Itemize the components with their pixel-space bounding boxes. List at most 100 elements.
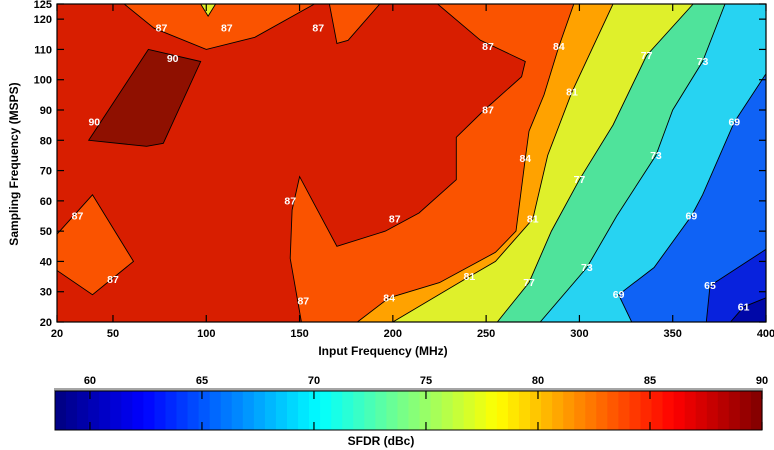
x-tick-label-350: 350 (664, 328, 682, 340)
colorbar-segment-44 (541, 391, 553, 430)
colorbar-segment-31 (397, 391, 410, 430)
y-tick-label-100: 100 (34, 75, 52, 87)
contour-line-87-8 (123, 4, 315, 50)
colorbar-tick-label-80: 80 (532, 375, 544, 387)
y-tick-label-50: 50 (40, 226, 52, 238)
y-tick-label-40: 40 (40, 256, 52, 268)
colorbar-segment-35 (441, 391, 454, 430)
contour-label-81: 81 (463, 271, 475, 283)
colorbar-segment-14 (209, 391, 222, 430)
colorbar-segment-47 (574, 391, 586, 430)
colorbar-segment-29 (375, 391, 388, 430)
contour-label-69: 69 (728, 117, 740, 129)
y-tick-label-120: 120 (34, 14, 52, 26)
contour-line-77-3 (496, 4, 694, 322)
colorbar-segment-30 (386, 391, 399, 430)
colorbar-segment-59 (706, 391, 719, 430)
colorbar-segment-16 (231, 391, 244, 430)
y-tick-label-80: 80 (40, 135, 52, 147)
contour-label-87: 87 (482, 105, 494, 117)
contour-label-87: 87 (312, 23, 324, 35)
contour-label-87: 87 (284, 195, 296, 207)
contour-line-84-9 (200, 4, 216, 17)
contour-line-87-12 (57, 194, 135, 296)
x-tick-label-100: 100 (197, 328, 215, 340)
colorbar-segment-5 (110, 391, 122, 430)
colorbar-frame (54, 390, 763, 431)
contour-label-73: 73 (697, 56, 709, 68)
contour-line-81-2 (392, 4, 614, 322)
contour-line-69-5 (618, 73, 766, 322)
colorbar-segment-7 (132, 391, 144, 430)
colorbar-segment-39 (485, 391, 498, 430)
colorbar-segment-13 (198, 391, 211, 430)
contour-label-90: 90 (167, 53, 179, 65)
contour-label-69: 69 (686, 211, 698, 223)
colorbar-segment-17 (242, 391, 255, 430)
colorbar-segment-40 (496, 391, 509, 430)
x-tick-label-150: 150 (290, 328, 308, 340)
y-tick-label-20: 20 (40, 317, 52, 329)
colorbar-segment-12 (187, 391, 200, 430)
colorbar-segment-56 (673, 391, 686, 430)
colorbar-tick-label-70: 70 (308, 375, 320, 387)
colorbar-segment-62 (739, 391, 752, 430)
colorbar-segment-51 (618, 391, 631, 430)
y-tick-label-90: 90 (40, 105, 52, 117)
colorbar-segment-3 (88, 391, 100, 430)
region-diamond-84-87 (57, 194, 134, 295)
contour-label-90: 90 (88, 117, 100, 129)
colorbar-segment-22 (298, 391, 310, 430)
contour-label-77: 77 (641, 50, 653, 62)
colorbar-segment-26 (342, 391, 354, 430)
contour-label-69: 69 (613, 289, 625, 301)
x-tick-label-250: 250 (477, 328, 495, 340)
x-tick-label-20: 20 (51, 328, 63, 340)
contour-label-87: 87 (107, 274, 119, 286)
contour-label-61: 61 (738, 301, 750, 313)
colorbar-segment-32 (408, 391, 421, 430)
colorbar-segment-6 (121, 391, 133, 430)
colorbar-segment-28 (364, 391, 376, 430)
y-axis-label: Sampling Frequency (MSPS) (7, 82, 21, 246)
colorbar-segment-34 (430, 391, 443, 430)
contour-line-61-7 (730, 297, 766, 322)
contour-label-84: 84 (519, 153, 531, 165)
contour-label-87: 87 (389, 214, 401, 226)
colorbar-segment-41 (507, 391, 520, 430)
contour-label-77: 77 (574, 174, 586, 186)
contour-line-65-6 (705, 248, 766, 322)
contour-line-73-4 (539, 4, 726, 322)
colorbar-segment-43 (530, 391, 542, 430)
y-tick-label-70: 70 (40, 166, 52, 178)
colorbar-segment-0 (55, 391, 67, 430)
region-top-sliver-77-81 (200, 4, 216, 17)
contour-label-87: 87 (297, 295, 309, 307)
contour-line-87-0 (289, 4, 526, 322)
colorbar-segment-54 (651, 391, 664, 430)
y-tick-label-30: 30 (40, 287, 52, 299)
colorbar-segment-61 (728, 391, 741, 430)
colorbar-segment-63 (750, 391, 763, 430)
x-tick-label-400: 400 (757, 328, 774, 340)
colorbar-segment-18 (253, 391, 266, 430)
x-tick-label-200: 200 (384, 328, 402, 340)
colorbar-segment-23 (309, 391, 321, 430)
colorbar-segment-11 (176, 391, 189, 430)
contour-line-84-1 (357, 4, 575, 322)
colorbar-segment-55 (662, 391, 675, 430)
colorbar-label: SFDR (dBc) (347, 434, 415, 448)
colorbar-segment-36 (452, 391, 465, 430)
contour-label-77: 77 (523, 277, 535, 289)
region-band-lt61 (730, 297, 766, 322)
contour-label-81: 81 (527, 214, 539, 226)
colorbar-segment-8 (143, 391, 156, 430)
colorbar-segment-15 (220, 391, 233, 430)
colorbar-segment-25 (331, 391, 343, 430)
colorbar-tick-label-65: 65 (196, 375, 208, 387)
colorbar-segment-24 (320, 391, 332, 430)
colorbar-tick-label-85: 85 (644, 375, 656, 387)
contour-line-87-10 (328, 4, 381, 44)
